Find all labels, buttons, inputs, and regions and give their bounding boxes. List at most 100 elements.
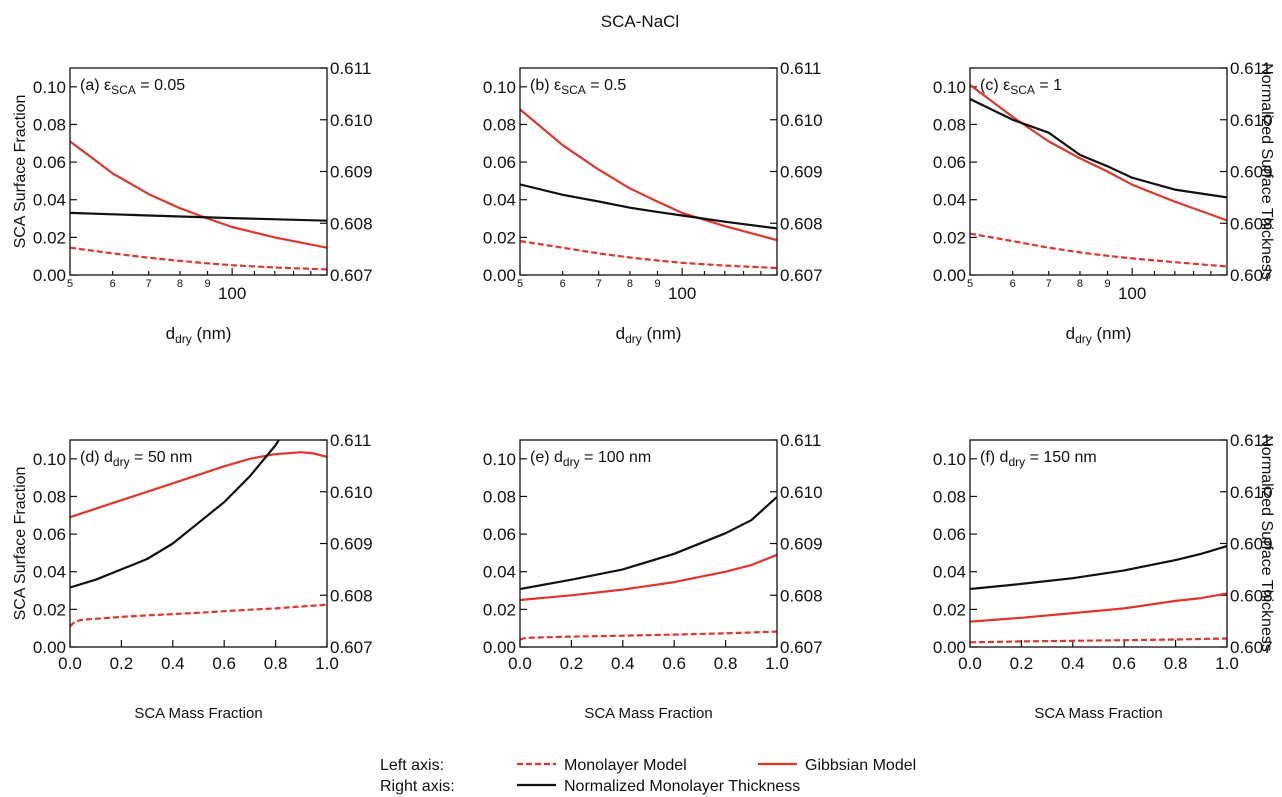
y-tick-label: 0.00: [933, 266, 966, 285]
legend-label-monolayer: Monolayer Model: [564, 757, 687, 774]
y-tick-label: 0.04: [483, 563, 516, 582]
x-tick-label: 6: [1010, 278, 1016, 290]
series-line-monolayer: [970, 637, 1227, 644]
y-tick-label: 0.02: [33, 228, 66, 247]
series-line-thickness: [70, 440, 281, 589]
series-group: [70, 140, 327, 271]
y2-tick-label: 0.609: [330, 535, 373, 554]
y2-tick-label: 0.608: [780, 214, 823, 233]
y2-tick-label: 0.611: [330, 431, 371, 450]
x-tick-label: 9: [204, 278, 210, 290]
series-group: [970, 84, 1227, 268]
y2-tick-label: 0.610: [780, 483, 823, 502]
y-tick-label: 0.00: [483, 638, 516, 657]
x-tick-label: 8: [1077, 278, 1083, 290]
x-tick-label: 0.0: [958, 654, 982, 673]
panel-d: 0.00 0.02 0.04 0.06 0.08 0.10 0.607 0.608 0.609 0…: [33, 431, 373, 722]
x-axis-label: ddry (nm): [1066, 324, 1132, 346]
y2-tick-label: 0.607: [330, 638, 373, 657]
y2-tick-label: 0.610: [330, 483, 373, 502]
x-tick-label: 0.2: [1010, 654, 1034, 673]
x-tick-label: 8: [177, 278, 183, 290]
y-tick-label: 0.10: [933, 78, 966, 97]
x-tick-label: 0.6: [662, 654, 686, 673]
x-tick-label: 1.0: [315, 654, 339, 673]
x-tick-label: 0.2: [560, 654, 584, 673]
panel-b: 0.00 0.02 0.04 0.06 0.08 0.10 0.607 0.608 0.609 0…: [483, 59, 823, 346]
y-tick-label: 0.06: [33, 525, 66, 544]
y-tick-label: 0.10: [33, 78, 66, 97]
series-line-gibbsian: [70, 140, 327, 249]
x-tick-label: 100: [218, 284, 246, 303]
series-line-gibbsian: [520, 553, 777, 602]
series-line-monolayer: [970, 232, 1227, 268]
y2-tick-label: 0.607: [1230, 638, 1273, 657]
y-tick-label: 0.08: [483, 487, 516, 506]
y2-tick-label: 0.608: [330, 214, 373, 233]
x-tick-label: 5: [517, 278, 523, 290]
y2-tick-label: 0.611: [1230, 431, 1271, 450]
y-tick-label: 0.02: [933, 600, 966, 619]
x-axis-label: ddry (nm): [166, 324, 232, 346]
y-tick-label: 0.06: [33, 153, 66, 172]
left-axis-label: SCA Surface Fraction: [12, 95, 29, 249]
y-tick-label: 0.10: [933, 450, 966, 469]
x-tick-label: 0.8: [714, 654, 738, 673]
y-tick-label: 0.02: [483, 228, 516, 247]
x-axis-label: ddry (nm): [616, 324, 682, 346]
y-tick-label: 0.10: [483, 450, 516, 469]
y-tick-label: 0.00: [33, 638, 66, 657]
y2-tick-label: 0.611: [330, 59, 371, 78]
series-line-thickness: [520, 183, 777, 230]
x-tick-label: 7: [596, 278, 602, 290]
y-tick-label: 0.02: [483, 600, 516, 619]
x-tick-label: 0.0: [508, 654, 532, 673]
y2-tick-label: 0.608: [1230, 214, 1273, 233]
y-tick-label: 0.00: [483, 266, 516, 285]
x-tick-label: 7: [1046, 278, 1052, 290]
plot-frame: [69, 439, 328, 648]
right-axis-label: Normalized Surface Thickness: [1258, 63, 1275, 280]
y-tick-label: 0.02: [933, 228, 966, 247]
x-tick-label: 0.4: [1061, 654, 1085, 673]
panel-label: (a) εSCA = 0.05: [80, 77, 185, 97]
y2-tick-label: 0.609: [1230, 535, 1273, 554]
series-line-monolayer: [520, 630, 777, 641]
y2-tick-label: 0.611: [780, 431, 821, 450]
x-tick-label: 8: [627, 278, 633, 290]
x-tick-label: 1.0: [765, 654, 789, 673]
y-tick-label: 0.08: [483, 115, 516, 134]
panel-label: (b) εSCA = 0.5: [530, 77, 626, 97]
x-tick-label: 0.2: [110, 654, 134, 673]
x-tick-label: 5: [967, 278, 973, 290]
y2-tick-label: 0.607: [780, 638, 823, 657]
panel-f: 0.00 0.02 0.04 0.06 0.08 0.10 0.607 0.608 0.609 0…: [933, 431, 1273, 722]
series-line-thickness: [520, 496, 777, 591]
x-tick-label: 0.6: [1112, 654, 1136, 673]
y2-tick-label: 0.609: [780, 535, 823, 554]
x-tick-label: 6: [110, 278, 116, 290]
panel-label: (e) ddry = 100 nm: [530, 449, 651, 469]
x-tick-label: 100: [668, 284, 696, 303]
y2-tick-label: 0.609: [1230, 163, 1273, 182]
x-tick-label: 9: [654, 278, 660, 290]
y2-tick-label: 0.608: [330, 586, 373, 605]
x-tick-label: 5: [67, 278, 73, 290]
y2-tick-label: 0.607: [1230, 266, 1273, 285]
x-tick-label: 100: [1118, 284, 1146, 303]
y-tick-label: 0.04: [933, 191, 966, 210]
legend-label-thickness: Normalized Monolayer Thickness: [564, 778, 800, 795]
y-tick-label: 0.06: [483, 153, 516, 172]
x-axis-label: SCA Mass Fraction: [1034, 705, 1162, 722]
panel-c: 0.00 0.02 0.04 0.06 0.08 0.10 0.607 0.608 0.609 0…: [933, 59, 1273, 346]
x-tick-label: 7: [146, 278, 152, 290]
y-tick-label: 0.06: [933, 525, 966, 544]
plot-frame: [969, 439, 1228, 648]
y2-tick-label: 0.609: [330, 163, 373, 182]
x-tick-label: 0.0: [58, 654, 82, 673]
series-line-thickness: [70, 211, 327, 222]
y-tick-label: 0.00: [933, 638, 966, 657]
y2-tick-label: 0.611: [780, 59, 821, 78]
series-line-gibbsian: [520, 108, 777, 242]
